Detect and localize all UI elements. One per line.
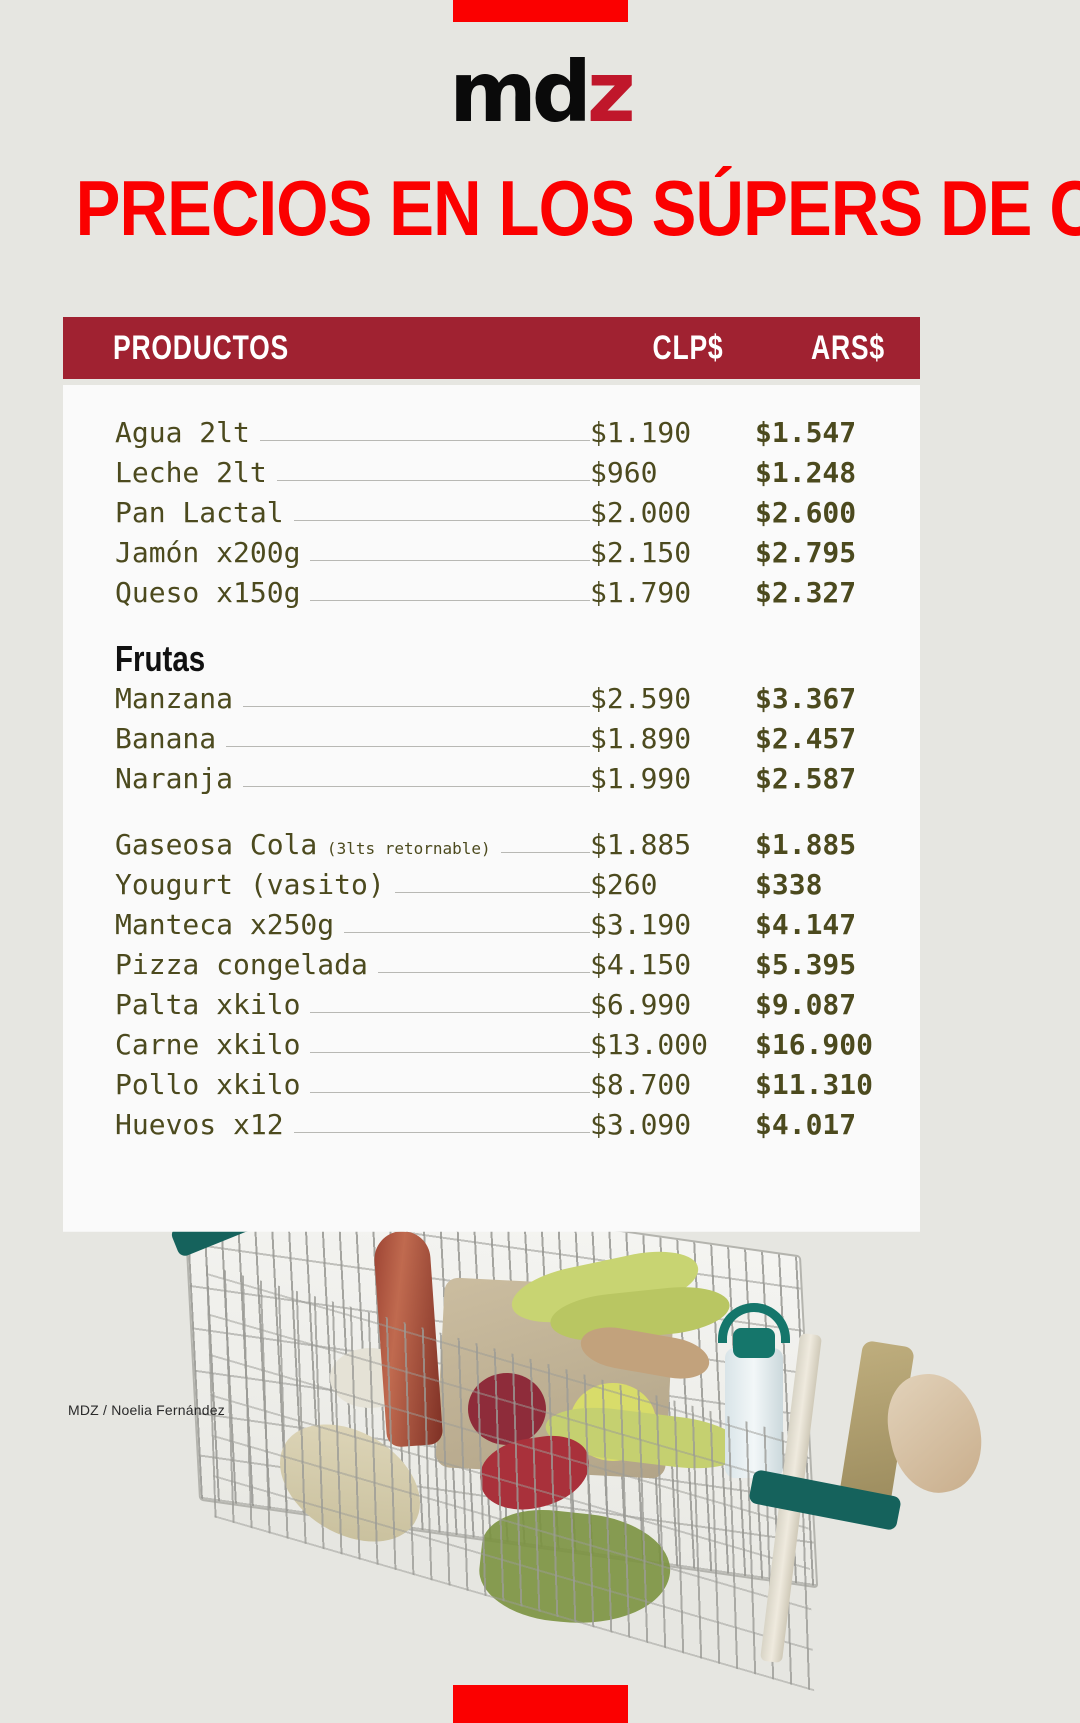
price-ars: $2.587: [755, 762, 857, 795]
price-clp: $2.150: [590, 536, 692, 569]
product-name: Yougurt (vasito): [115, 865, 395, 905]
table-row: Gaseosa Cola (3lts retornable) $1.885 $1.8…: [63, 825, 920, 869]
table-header-bar: PRODUCTOS CLP$ ARS$: [63, 317, 920, 379]
product-name: Queso x150g: [115, 573, 311, 613]
price-ars: $4.017: [755, 1108, 857, 1141]
table-top-spacer: [63, 385, 920, 413]
table-row: Pollo xkilo $8.700 $11.310: [63, 1065, 920, 1105]
column-header-ars: ARS$: [811, 329, 885, 367]
mdz-logo: mdz: [0, 50, 1080, 140]
price-clp: $2.590: [590, 682, 692, 715]
page-title: PRECIOS EN LOS SÚPERS DE CHILE: [75, 164, 1080, 252]
shopping-cart-photo: [0, 1203, 1080, 1723]
price-clp: $1.790: [590, 576, 692, 609]
column-header-products: PRODUCTOS: [113, 329, 289, 367]
product-name: Carne xkilo: [115, 1025, 311, 1065]
row-leader-line: [115, 560, 590, 561]
price-clp: $1.990: [590, 762, 692, 795]
column-header-clp: CLP$: [652, 329, 724, 367]
price-ars: $2.795: [755, 536, 857, 569]
group-spacer: [63, 613, 920, 639]
table-row: Naranja $1.990 $2.587: [63, 759, 920, 799]
price-ars: $2.327: [755, 576, 857, 609]
photo-credit: MDZ / Noelia Fernández: [68, 1402, 225, 1418]
product-name: Manzana: [115, 679, 244, 719]
product-name: Banana: [115, 719, 227, 759]
group-heading-row: Frutas: [63, 639, 920, 679]
table-row: Huevos x12 $3.090 $4.017: [63, 1105, 920, 1145]
row-leader-line: [115, 1052, 590, 1053]
product-note: (3lts retornable): [317, 839, 491, 858]
bottom-accent-bar: [453, 1685, 628, 1723]
group-spacer: [63, 799, 920, 825]
price-clp: $3.190: [590, 908, 692, 941]
table-row: Jamón x200g $2.150 $2.795: [63, 533, 920, 573]
row-leader-line: [115, 786, 590, 787]
product-name: Pizza congelada: [115, 945, 378, 985]
table-row: Carne xkilo $13.000 $16.900: [63, 1025, 920, 1065]
product-name: Palta xkilo: [115, 985, 311, 1025]
price-ars: $1.547: [755, 416, 857, 449]
table-row: Queso x150g $1.790 $2.327: [63, 573, 920, 613]
grocery-water-bottle-cap: [733, 1328, 775, 1358]
logo-text-md: md: [449, 43, 592, 141]
price-ars: $1.885: [755, 828, 857, 861]
price-ars: $3.367: [755, 682, 857, 715]
logo-text-z: z: [586, 43, 636, 141]
price-ars: $1.248: [755, 456, 857, 489]
table-row: Pizza congelada $4.150 $5.395: [63, 945, 920, 985]
row-leader-line: [115, 600, 590, 601]
table-row: Manzana $2.590 $3.367: [63, 679, 920, 719]
price-ars: $5.395: [755, 948, 857, 981]
group-title-frutas: Frutas: [115, 638, 206, 679]
product-name: Gaseosa Cola (3lts retornable): [115, 825, 501, 869]
product-name: Jamón x200g: [115, 533, 311, 573]
row-leader-line: [115, 706, 590, 707]
price-ars: $9.087: [755, 988, 857, 1021]
product-name: Manteca x250g: [115, 905, 345, 945]
table-row: Manteca x250g $3.190 $4.147: [63, 905, 920, 945]
top-accent-bar: [453, 0, 628, 22]
price-ars: $338: [755, 868, 823, 901]
table-row: Yougurt (vasito) $260 $338: [63, 865, 920, 905]
price-clp: $1.890: [590, 722, 692, 755]
price-ars: $11.310: [755, 1068, 874, 1101]
price-clp: $1.885: [590, 828, 692, 861]
product-name: Naranja: [115, 759, 244, 799]
row-leader-line: [115, 1012, 590, 1013]
price-clp: $8.700: [590, 1068, 692, 1101]
price-ars: $2.600: [755, 496, 857, 529]
row-leader-line: [115, 932, 590, 933]
row-leader-line: [115, 1092, 590, 1093]
price-ars: $16.900: [755, 1028, 874, 1061]
price-clp: $2.000: [590, 496, 692, 529]
product-name: Agua 2lt: [115, 413, 260, 453]
price-clp: $13.000: [590, 1028, 709, 1061]
price-clp: $6.990: [590, 988, 692, 1021]
price-ars: $4.147: [755, 908, 857, 941]
table-row: Banana $1.890 $2.457: [63, 719, 920, 759]
row-leader-line: [115, 1132, 590, 1133]
grocery-water-bottle-handle: [718, 1303, 790, 1343]
table-row: Palta xkilo $6.990 $9.087: [63, 985, 920, 1025]
table-row: Agua 2lt $1.190 $1.547: [63, 413, 920, 453]
table-row: Pan Lactal $2.000 $2.600: [63, 493, 920, 533]
price-clp: $960: [590, 456, 658, 489]
price-ars: $2.457: [755, 722, 857, 755]
row-leader-line: [115, 440, 590, 441]
price-table-body: Agua 2lt $1.190 $1.547 Leche 2lt $960 $1.248 P…: [63, 385, 920, 1145]
product-name: Pollo xkilo: [115, 1065, 311, 1105]
row-leader-line: [115, 520, 590, 521]
price-clp: $260: [590, 868, 658, 901]
product-name: Huevos x12: [115, 1105, 294, 1145]
product-name: Pan Lactal: [115, 493, 294, 533]
cart-graphic: [150, 1203, 992, 1723]
price-clp: $4.150: [590, 948, 692, 981]
row-leader-line: [115, 480, 590, 481]
price-clp: $3.090: [590, 1108, 692, 1141]
row-leader-line: [115, 746, 590, 747]
price-clp: $1.190: [590, 416, 692, 449]
product-name: Leche 2lt: [115, 453, 277, 493]
table-row: Leche 2lt $960 $1.248: [63, 453, 920, 493]
